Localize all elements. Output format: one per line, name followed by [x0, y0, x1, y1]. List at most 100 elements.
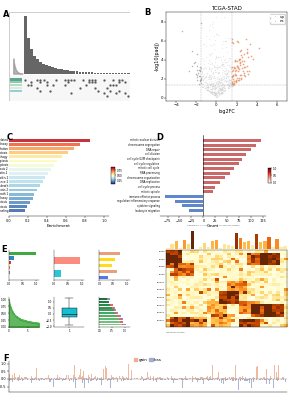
Point	[200, 70, 204, 77]
Bar	[107, 379, 108, 381]
Point	[204, 86, 209, 93]
Point	[210, 83, 215, 90]
Point	[227, 85, 231, 91]
Point	[233, 78, 238, 84]
Point	[245, 50, 250, 57]
Point	[223, 71, 228, 77]
Point	[207, 64, 212, 70]
Text: D: D	[156, 133, 163, 142]
Point	[203, 82, 208, 89]
Bar	[247, 379, 248, 380]
Bar	[54, 378, 55, 379]
Point	[220, 76, 224, 82]
Bar	[250, 378, 251, 379]
Point	[186, 68, 191, 74]
Point	[231, 76, 236, 82]
Point	[210, 89, 215, 96]
Point	[225, 79, 230, 85]
Bar	[285, 379, 286, 382]
Point	[210, 89, 215, 95]
Bar	[282, 379, 283, 380]
Bar	[128, 364, 129, 379]
Point	[220, 61, 224, 67]
Bar	[203, 167, 235, 170]
Bar	[130, 378, 131, 379]
Bar	[231, 377, 232, 379]
Bar	[85, 378, 86, 379]
Bar	[56, 379, 57, 380]
Bar	[100, 378, 101, 379]
Point	[220, 89, 224, 96]
Point	[211, 18, 215, 25]
Point	[225, 82, 230, 88]
Bar	[187, 379, 188, 380]
Bar	[33, 56, 36, 74]
Point	[213, 85, 218, 91]
Point	[204, 70, 209, 76]
Bar	[211, 379, 212, 380]
Point	[220, 89, 225, 96]
Point	[204, 77, 209, 83]
Point	[214, 80, 219, 86]
Point	[213, 79, 218, 85]
Point	[222, 75, 227, 81]
Bar	[205, 379, 206, 380]
Bar	[245, 378, 246, 379]
Bar	[223, 379, 224, 384]
Point	[224, 77, 229, 84]
Bar	[9, 261, 11, 264]
Point	[230, 40, 235, 46]
Point	[220, 83, 224, 90]
Point	[203, 65, 208, 71]
Bar	[23, 379, 24, 380]
Bar	[247, 378, 248, 379]
Point	[209, 91, 214, 97]
Text: A: A	[3, 10, 9, 19]
Point	[238, 52, 243, 58]
Bar	[39, 62, 42, 74]
Bar	[270, 376, 271, 379]
Point	[233, 68, 237, 74]
Point	[202, 71, 206, 77]
Bar	[93, 378, 94, 379]
Point	[229, 81, 233, 88]
Point	[216, 70, 221, 76]
Point	[223, 76, 228, 83]
Bar	[39, 379, 40, 381]
Point	[204, 84, 209, 91]
Bar	[99, 298, 107, 300]
Bar	[192, 376, 193, 379]
Point	[205, 87, 210, 93]
Bar	[99, 379, 100, 380]
Bar	[123, 321, 124, 323]
Bar	[281, 378, 282, 379]
Bar	[42, 64, 45, 74]
Point	[226, 75, 231, 82]
Point	[211, 85, 215, 91]
Bar	[151, 378, 152, 379]
Point	[216, 70, 221, 77]
Point	[238, 56, 243, 62]
Bar	[55, 379, 56, 380]
Point	[197, 73, 201, 80]
Point	[209, 84, 214, 90]
Point	[215, 62, 219, 68]
Point	[205, 82, 209, 88]
Point	[199, 68, 204, 74]
Point	[229, 38, 234, 45]
Bar	[109, 73, 111, 74]
Point	[204, 73, 208, 80]
Bar	[171, 379, 172, 380]
Point	[206, 76, 211, 82]
Point	[206, 74, 211, 80]
Bar	[240, 377, 241, 379]
Point	[219, 90, 223, 96]
Point	[213, 90, 217, 96]
Bar	[200, 378, 201, 379]
Bar	[150, 379, 151, 380]
Point	[213, 82, 218, 88]
Bar	[182, 379, 183, 388]
Point	[221, 86, 225, 92]
Bar	[103, 73, 105, 74]
Point	[229, 58, 234, 65]
